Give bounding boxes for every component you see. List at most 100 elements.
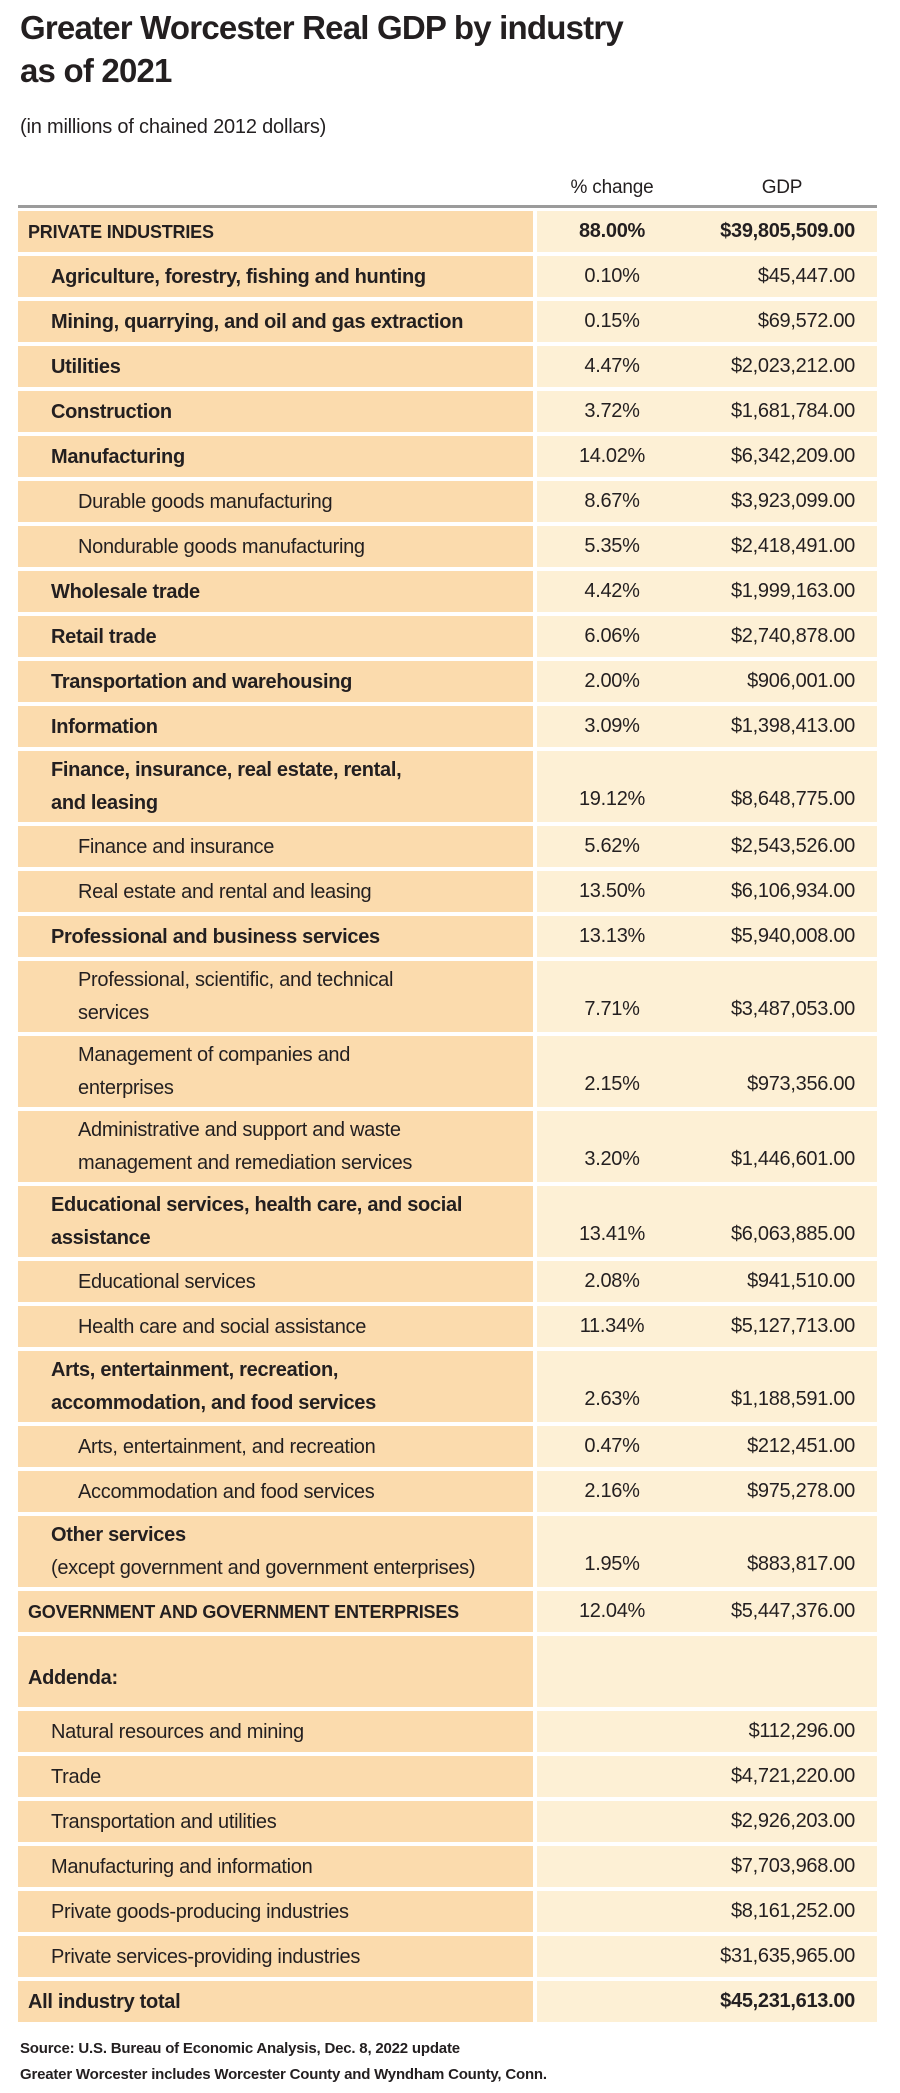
- table-row: Educational services, health care, and s…: [18, 1186, 877, 1257]
- table-row: Agriculture, forestry, fishing and hunti…: [18, 256, 877, 297]
- row-label-line2: accommodation, and food services: [51, 1391, 376, 1414]
- row-label: Trade: [18, 1756, 533, 1797]
- row-pct-change: 0.47%: [584, 1435, 640, 1457]
- pct-change-column-header: % change: [570, 177, 654, 198]
- table-row: Arts, entertainment, recreation, accommod…: [18, 1351, 877, 1422]
- row-label: Professional, scientific, and technical s…: [18, 961, 533, 1032]
- row-label: Natural resources and mining: [18, 1711, 533, 1752]
- gdp-table: % change GDP PRIVATE INDUSTRIES 88.00% $39…: [18, 170, 877, 2026]
- row-label-line1: Educational services: [78, 1270, 256, 1293]
- row-label: Educational services: [18, 1261, 533, 1302]
- row-gdp-value: $112,296.00: [748, 1720, 856, 1742]
- row-label: Arts, entertainment, recreation, accommod…: [18, 1351, 533, 1422]
- row-label-line1: Administrative and support and waste: [78, 1118, 401, 1141]
- table-row: Transportation and warehousing 2.00% $906,…: [18, 661, 877, 702]
- row-pct-change: 3.20%: [584, 1148, 640, 1170]
- row-label: Wholesale trade: [18, 571, 533, 612]
- row-pct-change: 3.72%: [584, 400, 640, 422]
- table-row: Durable goods manufacturing 8.67% $3,923,0…: [18, 481, 877, 522]
- row-label-line1: Management of companies and: [78, 1043, 351, 1066]
- row-label-line1: Transportation and utilities: [51, 1810, 277, 1833]
- row-label: All industry total: [18, 1981, 533, 2022]
- row-gdp-value: $2,023,212.00: [730, 355, 855, 377]
- row-gdp-value: $1,398,413.00: [730, 715, 855, 737]
- row-label-line1: Trade: [51, 1765, 102, 1788]
- page-title: Greater Worcester Real GDP by industry a…: [20, 6, 624, 92]
- row-values: 1.95% $883,817.00: [537, 1516, 877, 1587]
- row-label: Real estate and rental and leasing: [18, 871, 533, 912]
- row-label-line1: PRIVATE INDUSTRIES: [28, 221, 214, 242]
- row-gdp-value: $975,278.00: [747, 1480, 855, 1502]
- row-values: 3.09% $1,398,413.00: [537, 706, 877, 747]
- row-gdp-value: $39,805,509.00: [720, 220, 855, 242]
- row-pct-change: 6.06%: [584, 625, 640, 647]
- row-label: Manufacturing: [18, 436, 533, 477]
- row-values: $45,231,613.00: [537, 1981, 877, 2022]
- row-label-line1: Agriculture, forestry, fishing and hunti…: [51, 265, 426, 288]
- table-row: Finance and insurance 5.62% $2,543,526.00: [18, 826, 877, 867]
- footer-note-line: Greater Worcester includes Worcester Cou…: [20, 2066, 547, 2083]
- row-label: Transportation and utilities: [18, 1801, 533, 1842]
- row-values: 5.35% $2,418,491.00: [537, 526, 877, 567]
- row-gdp-value: $941,510.00: [747, 1270, 855, 1292]
- row-label: Private goods-producing industries: [18, 1891, 533, 1932]
- row-pct-change: 2.08%: [584, 1270, 640, 1292]
- row-label: Other services (except government and gov…: [18, 1516, 533, 1587]
- row-values: 88.00% $39,805,509.00: [537, 211, 877, 252]
- row-pct-change: 8.67%: [584, 490, 640, 512]
- page-title-line2: as of 2021: [20, 52, 172, 89]
- row-label: Agriculture, forestry, fishing and hunti…: [18, 256, 533, 297]
- row-label-line1: Real estate and rental and leasing: [78, 880, 372, 903]
- row-pct-change: 0.10%: [584, 265, 640, 287]
- row-label-line2: services: [78, 1001, 149, 1024]
- row-gdp-value: $6,342,209.00: [730, 445, 855, 467]
- row-gdp-value: $1,446,601.00: [730, 1148, 855, 1170]
- row-values: $31,635,965.00: [537, 1936, 877, 1977]
- table-row: Arts, entertainment, and recreation 0.47%…: [18, 1426, 877, 1467]
- row-gdp-value: $6,063,885.00: [730, 1223, 855, 1245]
- row-label-line1: Mining, quarrying, and oil and gas extra…: [51, 310, 464, 333]
- row-label-line2: enterprises: [78, 1076, 174, 1099]
- row-label-line1: Arts, entertainment, and recreation: [78, 1435, 376, 1458]
- row-values: $4,721,220.00: [537, 1756, 877, 1797]
- row-label: Accommodation and food services: [18, 1471, 533, 1512]
- table-row: GOVERNMENT AND GOVERNMENT ENTERPRISES 12.…: [18, 1591, 877, 1632]
- row-label: Finance, insurance, real estate, rental,…: [18, 751, 533, 822]
- row-values: 6.06% $2,740,878.00: [537, 616, 877, 657]
- row-values: $8,161,252.00: [537, 1891, 877, 1932]
- row-values: 0.10% $45,447.00: [537, 256, 877, 297]
- page-subtitle: (in millions of chained 2012 dollars): [20, 116, 327, 138]
- row-pct-change: 12.04%: [578, 1600, 646, 1622]
- table-row: Manufacturing and information $7,703,968.…: [18, 1846, 877, 1887]
- row-pct-change: 5.62%: [584, 835, 640, 857]
- row-label: Educational services, health care, and s…: [18, 1186, 533, 1257]
- table-row: Trade $4,721,220.00: [18, 1756, 877, 1797]
- row-values: 2.16% $975,278.00: [537, 1471, 877, 1512]
- table-row: Real estate and rental and leasing 13.50%…: [18, 871, 877, 912]
- table-row: Nondurable goods manufacturing 5.35% $2,41…: [18, 526, 877, 567]
- row-label-line1: Manufacturing: [51, 445, 185, 468]
- row-gdp-value: $45,447.00: [757, 265, 855, 287]
- row-values: 2.08% $941,510.00: [537, 1261, 877, 1302]
- row-gdp-value: $69,572.00: [757, 310, 855, 332]
- row-pct-change: 88.00%: [578, 220, 646, 242]
- row-gdp-value: $1,999,163.00: [730, 580, 855, 602]
- row-values: 4.47% $2,023,212.00: [537, 346, 877, 387]
- row-label: GOVERNMENT AND GOVERNMENT ENTERPRISES: [18, 1591, 533, 1632]
- row-values: 13.13% $5,940,008.00: [537, 916, 877, 957]
- row-label-line1: Finance, insurance, real estate, rental,: [51, 758, 402, 781]
- row-gdp-value: $5,447,376.00: [730, 1600, 855, 1622]
- table-row: Natural resources and mining $112,296.00: [18, 1711, 877, 1752]
- footer: Source: U.S. Bureau of Economic Analysis…: [20, 2036, 547, 2088]
- row-pct-change: 14.02%: [578, 445, 646, 467]
- row-values: 19.12% $8,648,775.00: [537, 751, 877, 822]
- row-label: Management of companies and enterprises: [18, 1036, 533, 1107]
- row-values: 4.42% $1,999,163.00: [537, 571, 877, 612]
- row-gdp-value: $2,926,203.00: [730, 1810, 855, 1832]
- table-row: Utilities 4.47% $2,023,212.00: [18, 346, 877, 387]
- row-label: Addenda:: [18, 1636, 533, 1707]
- table-row: Manufacturing 14.02% $6,342,209.00: [18, 436, 877, 477]
- row-values: $112,296.00: [537, 1711, 877, 1752]
- row-label: Administrative and support and waste mana…: [18, 1111, 533, 1182]
